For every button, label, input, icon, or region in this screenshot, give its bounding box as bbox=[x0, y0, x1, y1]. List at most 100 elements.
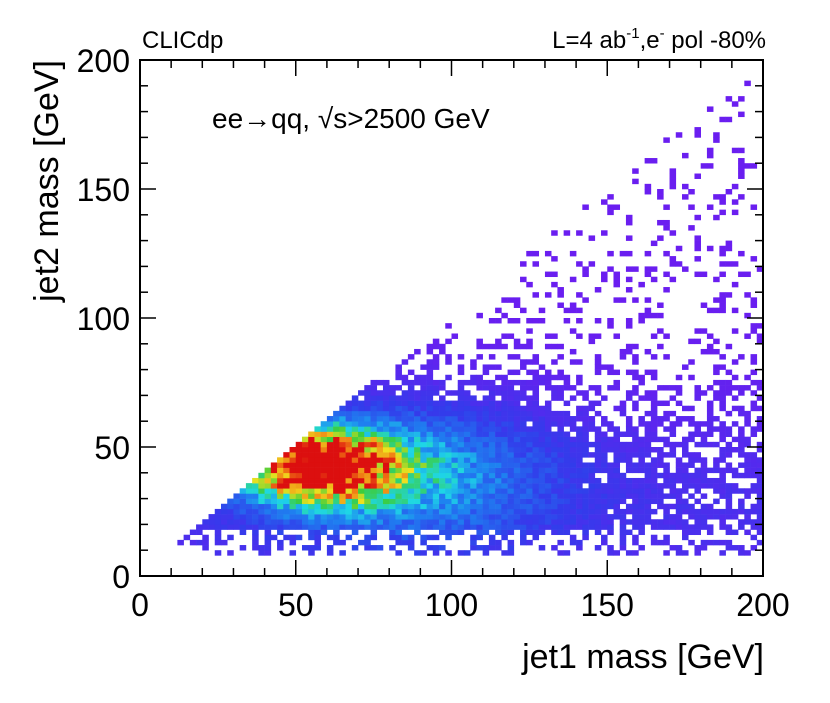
heatmap-cell bbox=[694, 395, 701, 401]
heatmap-cell bbox=[750, 462, 758, 468]
heatmap-cell bbox=[526, 467, 533, 474]
heatmap-cell bbox=[495, 498, 502, 505]
heatmap-cell bbox=[538, 436, 546, 443]
heatmap-cell bbox=[389, 457, 396, 463]
heatmap-cell bbox=[501, 519, 508, 525]
heatmap-cell bbox=[619, 297, 627, 303]
heatmap-cell bbox=[451, 488, 459, 494]
heatmap-cell bbox=[482, 369, 490, 376]
heatmap-cell bbox=[650, 447, 658, 453]
heatmap-cell bbox=[333, 447, 340, 453]
heatmap-cell bbox=[663, 508, 670, 515]
heatmap-cell bbox=[569, 503, 577, 510]
heatmap-cell bbox=[594, 488, 602, 494]
heatmap-cell bbox=[650, 472, 658, 479]
heatmap-cell bbox=[538, 421, 546, 427]
heatmap-cell bbox=[719, 421, 726, 427]
heatmap-cell bbox=[407, 405, 415, 412]
heatmap-cell bbox=[526, 410, 533, 417]
heatmap-cell bbox=[594, 354, 602, 360]
heatmap-cell bbox=[526, 338, 533, 345]
heatmap-cell bbox=[264, 498, 272, 505]
heatmap-cell bbox=[563, 436, 571, 443]
heatmap-cell bbox=[532, 467, 540, 474]
heatmap-cell bbox=[426, 508, 434, 515]
heatmap-cell bbox=[563, 483, 571, 489]
heatmap-cell bbox=[650, 416, 658, 422]
heatmap-cell bbox=[601, 503, 608, 510]
heatmap-cell bbox=[457, 472, 465, 479]
heatmap-cell bbox=[588, 524, 596, 530]
heatmap-cell bbox=[283, 462, 290, 468]
heatmap-cell bbox=[308, 477, 315, 484]
heatmap-cell bbox=[308, 467, 315, 474]
heatmap-cell bbox=[451, 457, 459, 463]
heatmap-cell bbox=[557, 524, 564, 530]
heatmap-cell bbox=[520, 483, 527, 489]
heatmap-cell bbox=[725, 467, 733, 474]
heatmap-cell bbox=[669, 173, 677, 179]
heatmap-cell bbox=[675, 550, 683, 556]
heatmap-cell bbox=[682, 416, 689, 422]
heatmap-cell bbox=[594, 287, 602, 293]
heatmap-cell bbox=[420, 395, 427, 401]
heatmap-cell bbox=[594, 545, 602, 551]
heatmap-cell bbox=[601, 488, 608, 494]
heatmap-cell bbox=[432, 452, 440, 458]
heatmap-cell bbox=[196, 524, 203, 530]
heatmap-cell bbox=[576, 307, 583, 314]
heatmap-cell bbox=[289, 550, 297, 556]
heatmap-cell bbox=[407, 441, 415, 448]
heatmap-cell bbox=[706, 348, 714, 355]
heatmap-cell bbox=[700, 472, 708, 479]
heatmap-cell bbox=[750, 426, 758, 432]
experiment-label: CLICdp bbox=[142, 27, 223, 54]
heatmap-cell bbox=[538, 364, 546, 370]
heatmap-cell bbox=[744, 436, 751, 443]
heatmap-cell bbox=[382, 498, 390, 505]
heatmap-cell bbox=[644, 271, 652, 278]
heatmap-cell bbox=[526, 343, 533, 350]
heatmap-cell bbox=[420, 498, 427, 505]
heatmap-cell bbox=[632, 519, 639, 525]
heatmap-cell bbox=[488, 364, 496, 370]
heatmap-cell bbox=[476, 436, 483, 443]
heatmap-cell bbox=[700, 441, 708, 448]
heatmap-cell bbox=[513, 400, 521, 407]
heatmap-cell bbox=[607, 364, 614, 370]
heatmap-cell bbox=[339, 524, 346, 530]
heatmap-cell bbox=[220, 519, 228, 525]
heatmap-cell bbox=[345, 477, 353, 484]
heatmap-cell bbox=[688, 189, 695, 195]
heatmap-cell bbox=[594, 318, 602, 324]
heatmap-cell bbox=[451, 333, 459, 339]
heatmap-cell bbox=[414, 524, 421, 530]
heatmap-cell bbox=[675, 374, 683, 381]
heatmap-cell bbox=[588, 508, 596, 515]
heatmap-cell bbox=[563, 514, 571, 520]
heatmap-cell bbox=[644, 498, 652, 505]
heatmap-cell bbox=[476, 514, 483, 520]
heatmap-cell bbox=[756, 266, 764, 272]
heatmap-cell bbox=[401, 359, 409, 365]
heatmap-cell bbox=[569, 348, 577, 355]
heatmap-cell bbox=[694, 385, 701, 391]
heatmap-cell bbox=[233, 503, 240, 510]
heatmap-cell bbox=[389, 416, 396, 422]
heatmap-cell bbox=[270, 508, 278, 515]
heatmap-cell bbox=[632, 539, 639, 546]
heatmap-cell bbox=[725, 96, 733, 102]
heatmap-cell bbox=[358, 416, 365, 422]
heatmap-cell bbox=[557, 369, 564, 376]
heatmap-cell bbox=[407, 421, 415, 427]
heatmap-cell bbox=[295, 462, 303, 468]
heatmap-cell bbox=[270, 488, 278, 494]
heatmap-cell bbox=[682, 183, 689, 190]
heatmap-cell bbox=[719, 400, 726, 407]
heatmap-cell bbox=[713, 364, 720, 370]
heatmap-cell bbox=[644, 508, 652, 515]
heatmap-cell bbox=[607, 462, 614, 468]
heatmap-cell bbox=[557, 483, 564, 489]
heatmap-cell bbox=[345, 483, 353, 489]
heatmap-cell bbox=[663, 477, 670, 484]
